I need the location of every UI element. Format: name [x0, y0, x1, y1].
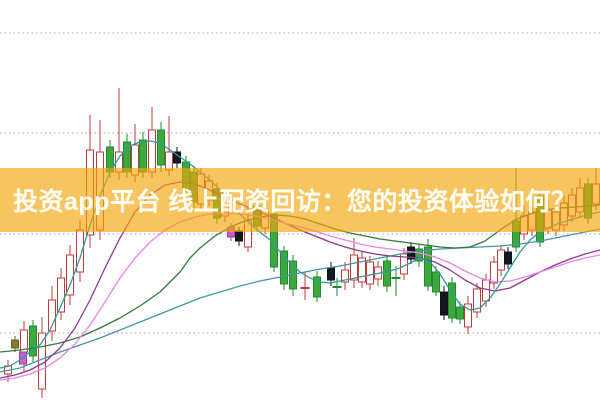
candle — [313, 271, 321, 302]
candle — [11, 336, 19, 352]
candle — [490, 256, 498, 289]
candle — [391, 266, 401, 296]
candle — [157, 122, 165, 172]
candle — [424, 239, 432, 291]
candle — [448, 277, 456, 323]
candle — [366, 256, 374, 290]
candle — [415, 244, 423, 267]
candle — [440, 286, 448, 320]
candle — [66, 245, 74, 305]
candle — [456, 302, 464, 324]
candle — [497, 245, 505, 276]
promo-banner-text: 投资app平台 线上配资回访：您的投资体验如何？ — [13, 188, 577, 216]
candle — [173, 147, 181, 168]
line-ma-long-teal — [0, 228, 600, 373]
candle — [115, 88, 123, 180]
candle — [432, 266, 440, 296]
candle — [57, 268, 65, 320]
candle — [464, 296, 472, 334]
candle — [280, 246, 288, 290]
candle — [38, 317, 46, 398]
candle — [358, 252, 366, 288]
candle — [300, 272, 310, 300]
candle — [383, 255, 391, 292]
candle — [48, 286, 56, 341]
promo-banner: 投资app平台 线上配资回访：您的投资体验如何？ — [0, 168, 600, 232]
candle — [473, 283, 481, 318]
candle — [29, 320, 37, 362]
candle — [165, 116, 173, 176]
candle — [504, 247, 512, 269]
candle — [341, 262, 349, 290]
